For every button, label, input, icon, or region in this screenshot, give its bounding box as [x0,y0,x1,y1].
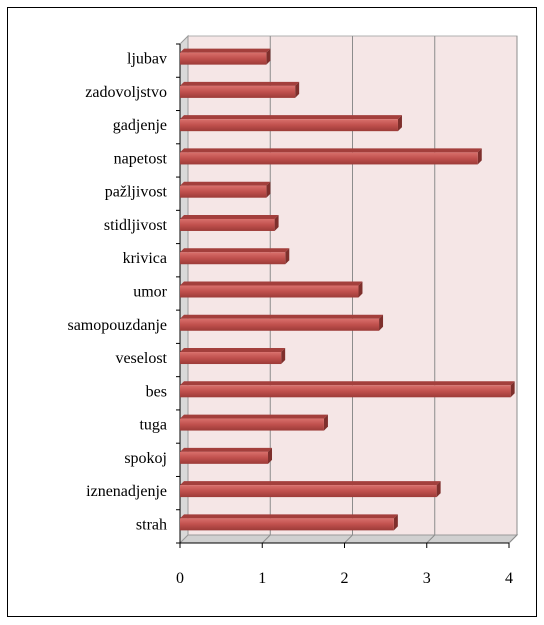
gridline-floor [426,534,436,544]
bar-samopouzdanje [180,314,384,331]
bar-napetost [180,148,482,165]
bar-top [180,115,402,120]
bar-top [180,248,290,253]
bar-krivica [180,248,290,265]
category-label: strah [136,516,167,533]
bar-top [180,481,441,486]
x-tick-label: 3 [423,570,431,587]
bar-top [180,414,328,419]
bar-spokoj [180,447,273,464]
bar-zadovoljstvo [180,81,300,98]
bar-end [358,281,363,298]
bar-end [295,81,300,98]
bar-end [510,381,515,398]
bar-top [180,81,300,86]
bar-end [281,348,286,365]
bar-stidljivost [180,214,279,231]
bar-top [180,148,482,153]
bar-end [266,181,271,198]
gridline-floor [508,534,518,544]
category-label: gadjenje [113,117,167,134]
bar-front [180,85,296,98]
category-label: zadovoljstvo [85,84,167,101]
bar-top [180,514,398,519]
bar-end [274,214,279,231]
bar-tuga [180,414,328,431]
gridline-floor [344,534,353,544]
bar-end [436,481,441,498]
bar-end [397,115,402,132]
category-label: veselost [115,350,167,367]
bar-front [180,418,324,431]
bar-umor [180,281,363,298]
bar-end [266,48,271,65]
x-tick-labels: 0 1 2 3 4 [176,570,513,587]
bar-top [180,48,271,53]
x-tick-label: 1 [258,570,266,587]
category-label: tuga [139,417,167,434]
bar-top [180,181,271,186]
bar-end [379,314,384,331]
bar-bes [180,381,515,398]
bar-end [268,447,273,464]
bar-iznenadjenje [180,481,441,498]
bar-front [180,318,380,331]
bar-top [180,381,515,386]
bar-veselost [180,348,286,365]
category-label: pažljivost [105,184,168,201]
bar-top [180,314,384,319]
bar-end [393,514,398,531]
bar-top [180,447,273,452]
bar-end [323,414,328,431]
bar-front [180,485,437,498]
bar-gadjenje [180,115,402,132]
bar-top [180,348,286,353]
bar-end [285,248,290,265]
category-label: spokoj [124,450,167,467]
x-tick-label: 2 [341,570,349,587]
bar-front [180,451,269,464]
bar-front [180,152,478,165]
category-label: bes [146,383,167,400]
bar-top [180,281,363,286]
bar-front [180,52,267,65]
category-label: iznenadjenje [86,483,167,500]
bar-pažljivost [180,181,271,198]
bars [180,48,515,531]
bar-front [180,185,267,198]
category-label: umor [133,284,167,301]
bar-front [180,518,394,531]
x-tick-label: 0 [176,570,184,587]
category-label: napetost [114,150,168,167]
bar-strah [180,514,398,531]
category-label: krivica [123,250,167,267]
gridline-floor [261,534,271,544]
bar-ljubav [180,48,271,65]
bar-top [180,214,279,219]
x-tick-label: 4 [505,570,513,587]
category-label: samopouzdanje [67,317,167,334]
bar-front [180,218,275,231]
bar-front [180,252,286,265]
category-labels: ljubav zadovoljstvo gadjenje napetost pažlji… [67,51,167,534]
category-label: stidljivost [104,217,168,234]
bar-front [180,119,398,132]
bar-end [477,148,482,165]
category-label: ljubav [127,51,167,68]
bar-front [180,285,359,298]
bar-front [180,352,282,365]
bar-front [180,385,511,398]
